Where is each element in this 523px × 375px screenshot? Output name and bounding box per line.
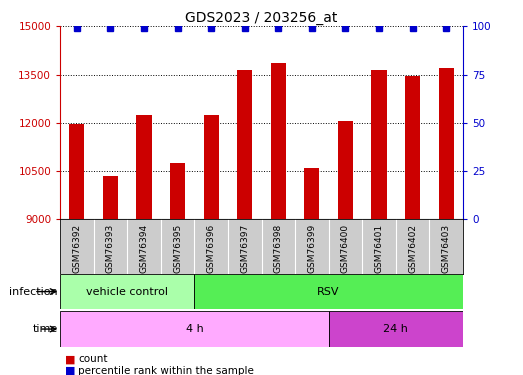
Text: GSM76395: GSM76395 (173, 224, 182, 273)
Bar (137, 115, 152, 219)
Bar (195, 274, 463, 309)
Text: GSM76399: GSM76399 (308, 224, 316, 273)
Text: time: time (32, 324, 58, 334)
Bar (103, 176, 118, 219)
Bar (338, 121, 353, 219)
Text: 4 h: 4 h (186, 324, 203, 334)
Bar (405, 76, 420, 219)
Text: GSM76398: GSM76398 (274, 224, 283, 273)
Text: GSM76401: GSM76401 (374, 224, 383, 273)
Text: RSV: RSV (317, 286, 340, 297)
Text: GSM76403: GSM76403 (441, 224, 451, 273)
Bar (371, 70, 386, 219)
Bar (60, 274, 195, 309)
Text: GSM76402: GSM76402 (408, 224, 417, 273)
Bar (271, 63, 286, 219)
Bar (60, 311, 328, 347)
Bar (203, 115, 219, 219)
Text: GSM76397: GSM76397 (240, 224, 249, 273)
Bar (70, 124, 85, 219)
Bar (304, 168, 320, 219)
Text: vehicle control: vehicle control (86, 286, 168, 297)
Text: GSM76396: GSM76396 (207, 224, 215, 273)
Text: GSM76393: GSM76393 (106, 224, 115, 273)
Text: ■: ■ (65, 366, 76, 375)
Text: infection: infection (9, 286, 58, 297)
Title: GDS2023 / 203256_at: GDS2023 / 203256_at (185, 11, 338, 25)
Text: ■: ■ (65, 354, 76, 364)
Text: percentile rank within the sample: percentile rank within the sample (78, 366, 254, 375)
Text: count: count (78, 354, 108, 364)
Bar (438, 68, 453, 219)
Text: GSM76392: GSM76392 (72, 224, 82, 273)
Bar (170, 163, 185, 219)
Bar (237, 70, 252, 219)
Bar (328, 311, 463, 347)
Text: GSM76400: GSM76400 (341, 224, 350, 273)
Text: GSM76394: GSM76394 (140, 224, 149, 273)
Text: 24 h: 24 h (383, 324, 408, 334)
